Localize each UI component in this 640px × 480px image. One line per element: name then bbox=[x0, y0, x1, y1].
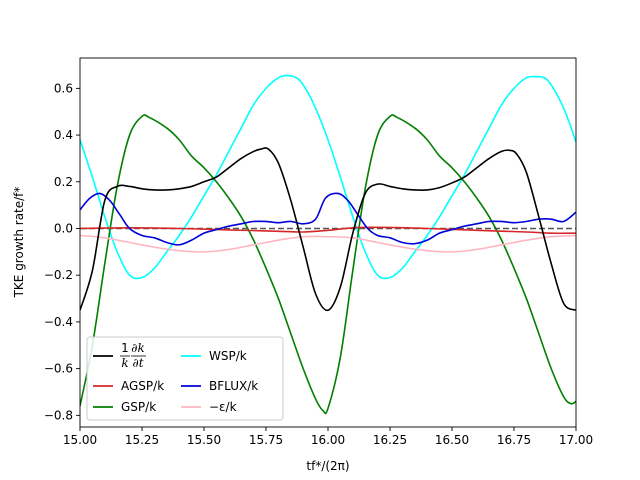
legend-entry-dkdt-label: 1k∂k∂t bbox=[120, 341, 146, 370]
y-tick-label: 0.2 bbox=[54, 175, 73, 189]
legend-math-glyph: k bbox=[121, 356, 128, 370]
x-tick-label: 15.50 bbox=[187, 433, 221, 447]
y-tick-label: −0.6 bbox=[44, 362, 73, 376]
y-tick-label: −0.4 bbox=[44, 315, 73, 329]
x-tick-label: 16.25 bbox=[373, 433, 407, 447]
series-line-gsp bbox=[80, 114, 576, 415]
legend-entry-bflux-label: BFLUX/k bbox=[209, 379, 258, 393]
x-tick-label: 16.50 bbox=[435, 433, 469, 447]
legend-entry-agsp-label: AGSP/k bbox=[121, 379, 164, 393]
y-tick-label: 0.0 bbox=[54, 221, 73, 235]
y-tick-label: −0.2 bbox=[44, 268, 73, 282]
series-layer bbox=[80, 74, 576, 415]
x-tick-label: 15.00 bbox=[63, 433, 97, 447]
series-line-epsilon bbox=[80, 234, 576, 253]
series-line-wsp bbox=[80, 74, 576, 280]
x-tick-label: 15.75 bbox=[249, 433, 283, 447]
x-axis-label: tf*/(2π) bbox=[306, 459, 349, 473]
legend-entry-gsp-label: GSP/k bbox=[121, 400, 156, 414]
legend-math-glyph: ∂k bbox=[131, 341, 144, 355]
series-line-agsp bbox=[80, 226, 576, 235]
axes-layer: 15.00 15.25 15.50 15.75 16.00 16.25 16.50 16.75… bbox=[44, 57, 593, 447]
legend-box bbox=[86, 336, 284, 421]
x-tick-label: 15.25 bbox=[125, 433, 159, 447]
x-tick-label: 16.75 bbox=[497, 433, 531, 447]
series-line-dkdt bbox=[80, 147, 576, 312]
legend-entry-wsp-label: WSP/k bbox=[209, 349, 247, 363]
x-tick-label: 17.00 bbox=[559, 433, 593, 447]
legend-entry-epsilon-label: −ε/k bbox=[209, 400, 237, 414]
y-axis-label: TKE growth rate/f* bbox=[12, 187, 26, 299]
legend-math-glyph: 1 bbox=[121, 341, 129, 355]
y-tick-label: 0.4 bbox=[54, 128, 73, 142]
legend-math-glyph: ∂t bbox=[132, 356, 143, 370]
y-tick-label: 0.6 bbox=[54, 81, 73, 95]
series-line-bflux bbox=[80, 192, 576, 246]
x-tick-label: 16.00 bbox=[311, 433, 345, 447]
legend: 1k∂k∂t AGSP/k GSP/k WSP/k BFLUX/k −ε/k bbox=[86, 336, 284, 421]
y-tick-label: −0.8 bbox=[44, 408, 73, 422]
